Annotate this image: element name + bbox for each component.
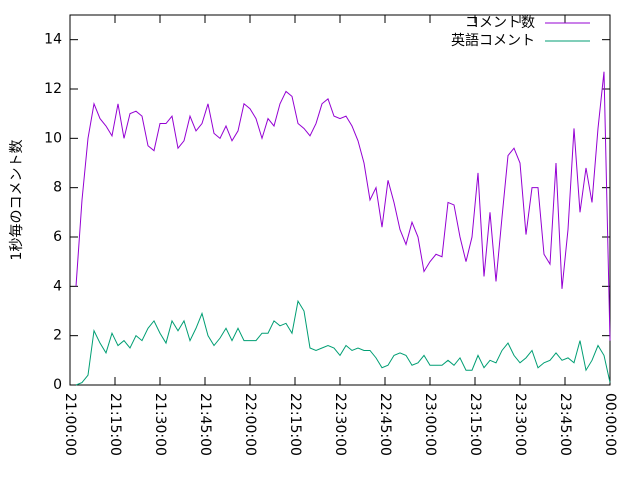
series-line [75, 71, 611, 341]
y-tick-label: 2 [53, 328, 62, 344]
x-tick-label: 22:15:00 [287, 393, 303, 456]
y-tick-label: 0 [53, 377, 62, 393]
plot-border [69, 14, 611, 386]
x-tick-label: 21:30:00 [152, 393, 168, 456]
series-line [75, 299, 611, 386]
x-tick-label: 21:15:00 [107, 393, 123, 456]
legend-label: コメント数 [465, 15, 535, 31]
y-tick-label: 14 [44, 32, 62, 48]
legend-label: 英語コメント [451, 32, 535, 49]
x-tick-label: 22:30:00 [332, 393, 348, 456]
x-tick-label: 23:45:00 [557, 393, 573, 456]
y-tick-label: 4 [53, 278, 62, 294]
x-tick-label: 23:15:00 [467, 393, 483, 456]
y-tick-label: 10 [44, 130, 62, 146]
x-tick-label: 22:45:00 [377, 393, 393, 456]
x-tick-label: 00:00:00 [602, 393, 618, 456]
y-tick-label: 12 [44, 81, 62, 97]
y-axis-label: 1秒毎のコメント数 [9, 140, 25, 261]
x-tick-label: 22:00:00 [242, 393, 258, 456]
x-tick-label: 21:45:00 [197, 393, 213, 456]
x-tick-label: 23:30:00 [512, 393, 528, 456]
y-tick-label: 6 [53, 229, 62, 245]
x-tick-label: 21:00:00 [62, 393, 78, 456]
x-tick-label: 23:00:00 [422, 393, 438, 456]
y-tick-label: 8 [53, 180, 62, 196]
